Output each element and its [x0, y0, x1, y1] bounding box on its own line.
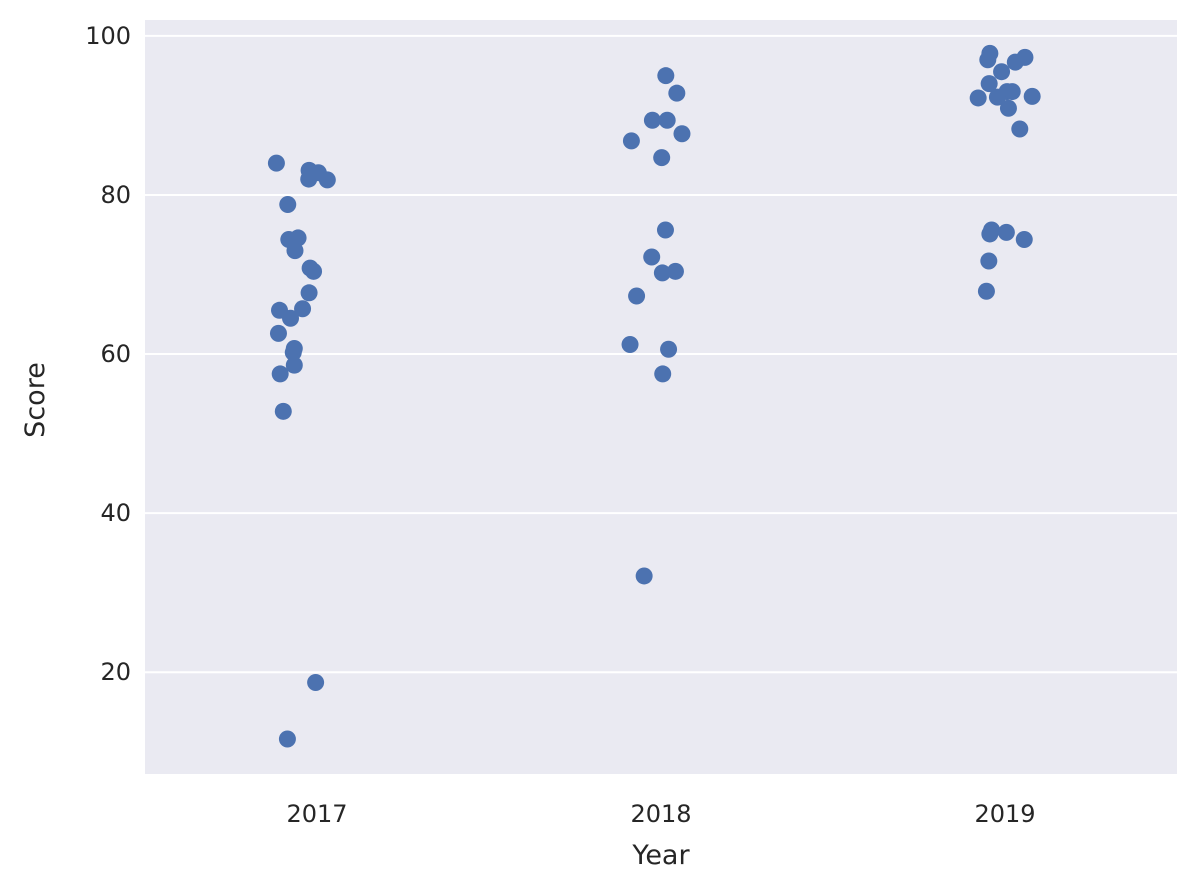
x-tick-label: 2017 — [286, 800, 347, 828]
data-point-2017 — [278, 730, 296, 748]
y-tick-label: 40 — [100, 499, 131, 527]
data-point-2019 — [1011, 120, 1029, 138]
data-point-2018 — [643, 248, 661, 266]
data-point-2019 — [979, 51, 997, 69]
data-point-2019 — [997, 223, 1015, 241]
data-point-2017 — [300, 284, 318, 302]
data-point-2017 — [294, 300, 312, 318]
data-point-2017 — [286, 242, 304, 260]
data-point-2019 — [1023, 87, 1041, 105]
data-point-2018 — [653, 149, 671, 167]
data-point-2018 — [673, 125, 691, 143]
data-point-2017 — [289, 229, 307, 247]
data-point-2017 — [267, 154, 285, 172]
y-tick-label: 80 — [100, 181, 131, 209]
data-point-2019 — [969, 89, 987, 107]
data-point-2018 — [658, 111, 676, 129]
data-point-2018 — [657, 67, 675, 85]
data-point-2017 — [269, 324, 287, 342]
data-point-2019 — [1015, 231, 1033, 249]
y-tick-label: 20 — [100, 658, 131, 686]
data-point-2017 — [284, 343, 302, 361]
data-point-2019 — [977, 282, 995, 300]
y-axis-label: Score — [20, 362, 51, 438]
data-point-2019 — [980, 252, 998, 270]
data-point-2017 — [279, 196, 297, 214]
data-point-2017 — [318, 171, 336, 189]
data-point-2017 — [282, 309, 300, 327]
x-axis-label: Year — [631, 840, 690, 871]
data-point-2018 — [643, 111, 661, 129]
data-point-2017 — [305, 262, 323, 280]
data-point-2019 — [999, 99, 1017, 117]
data-point-2018 — [666, 262, 684, 280]
data-point-2019 — [993, 63, 1011, 81]
data-point-2018 — [635, 567, 653, 585]
data-point-2017 — [307, 674, 325, 692]
x-tick-label: 2019 — [974, 800, 1035, 828]
y-tick-label: 100 — [85, 22, 131, 50]
y-tick-label: 60 — [100, 340, 131, 368]
data-point-2018 — [622, 132, 640, 150]
data-point-2019 — [981, 225, 999, 243]
data-point-2018 — [628, 287, 646, 305]
data-point-2018 — [653, 264, 671, 282]
grid-lines — [145, 34, 1177, 674]
data-point-2018 — [656, 221, 674, 239]
data-point-2018 — [660, 340, 678, 358]
data-points — [267, 44, 1041, 748]
y-tick-labels: 20 40 60 80 100 — [85, 22, 131, 686]
plot-background — [145, 20, 1177, 774]
data-point-2018 — [621, 336, 639, 354]
x-tick-labels: 2017 2018 2019 — [286, 800, 1035, 828]
data-point-2019 — [980, 75, 998, 93]
data-point-2017 — [285, 356, 303, 374]
x-tick-label: 2018 — [630, 800, 691, 828]
data-point-2018 — [654, 365, 672, 383]
data-point-2017 — [271, 365, 289, 383]
data-point-2019 — [1003, 83, 1021, 101]
data-point-2019 — [1006, 53, 1024, 71]
data-point-2018 — [668, 84, 686, 102]
data-point-2017 — [274, 402, 292, 420]
